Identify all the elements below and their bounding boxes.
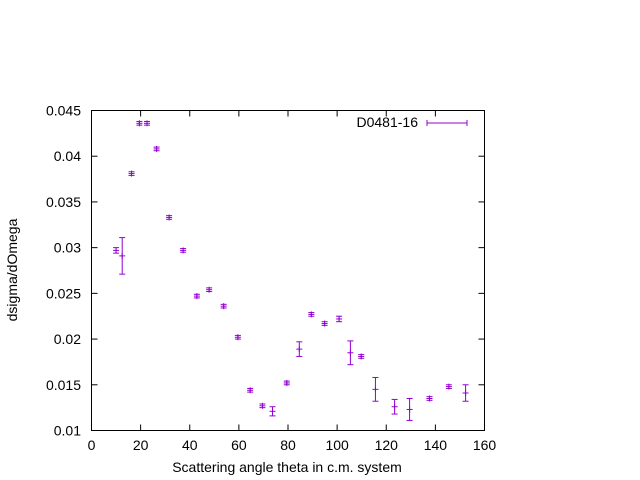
legend: D0481-16 [357, 114, 468, 130]
data-point [113, 247, 120, 254]
x-tick-label: 20 [133, 437, 149, 453]
data-point [259, 402, 266, 409]
data-point [296, 341, 303, 357]
x-tick-label: 80 [280, 437, 296, 453]
data-point [336, 315, 343, 323]
x-tick-label: 160 [473, 437, 497, 453]
y-tick-label: 0.02 [54, 331, 81, 347]
y-tick-label: 0.03 [54, 240, 81, 256]
x-tick-labels: 0 20 40 60 80 100 120 140 160 [88, 437, 497, 453]
axis-ticks [91, 110, 485, 431]
y-axis-label: dsigma/dOmega [4, 218, 20, 321]
data-point [347, 340, 354, 366]
data-point [391, 398, 398, 415]
data-point [283, 379, 290, 386]
data-point [372, 376, 379, 402]
data-point [308, 311, 315, 318]
data-point [426, 395, 433, 402]
x-tick-label: 40 [182, 437, 198, 453]
data-point [321, 320, 328, 327]
data-point [128, 170, 135, 177]
data-points [113, 120, 469, 421]
x-tick-label: 100 [325, 437, 349, 453]
data-point [119, 237, 126, 275]
y-tick-labels: 0.01 0.015 0.02 0.025 0.03 0.035 0.04 0.045 [46, 103, 81, 439]
data-point [247, 387, 254, 394]
data-point [445, 383, 452, 390]
legend-label-d0481-16: D0481-16 [357, 114, 419, 130]
data-point [180, 247, 187, 254]
data-point [206, 286, 213, 293]
y-tick-label: 0.015 [46, 377, 81, 393]
data-point [462, 384, 469, 402]
data-point [193, 293, 200, 300]
data-point [406, 398, 413, 421]
data-point [144, 120, 151, 127]
x-tick-label: 0 [88, 437, 96, 453]
x-tick-label: 140 [424, 437, 448, 453]
y-tick-label: 0.045 [46, 103, 81, 119]
data-point [234, 334, 241, 341]
y-tick-label: 0.025 [46, 285, 81, 301]
y-tick-label: 0.035 [46, 194, 81, 210]
data-point [220, 303, 227, 310]
data-point [136, 120, 143, 127]
data-point [269, 406, 276, 417]
x-axis-label: Scattering angle theta in c.m. system [172, 459, 402, 475]
data-point [166, 214, 173, 221]
x-tick-label: 60 [231, 437, 247, 453]
data-point [153, 145, 160, 152]
x-tick-label: 120 [375, 437, 399, 453]
data-point [358, 353, 365, 360]
y-tick-label: 0.01 [54, 423, 81, 439]
y-tick-label: 0.04 [54, 148, 81, 164]
